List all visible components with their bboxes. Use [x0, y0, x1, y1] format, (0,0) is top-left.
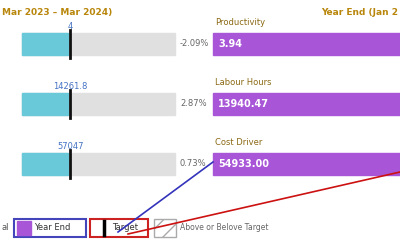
Text: 54933.00: 54933.00: [218, 159, 269, 169]
Text: 13940.47: 13940.47: [218, 99, 269, 109]
Bar: [154, 219, 176, 237]
Bar: [213, 93, 400, 115]
Bar: [22, 93, 68, 115]
Bar: [22, 33, 175, 55]
Text: Mar 2023 – Mar 2024): Mar 2023 – Mar 2024): [2, 8, 112, 17]
Text: Cost Driver: Cost Driver: [215, 138, 262, 147]
Text: 3.94: 3.94: [218, 39, 242, 49]
Text: al: al: [2, 224, 10, 232]
Bar: [22, 153, 175, 175]
Text: 57047: 57047: [57, 142, 84, 151]
Bar: [22, 153, 68, 175]
Text: 4: 4: [68, 22, 73, 31]
Text: -2.09%: -2.09%: [180, 40, 209, 48]
Bar: [22, 33, 68, 55]
Text: Target: Target: [112, 224, 138, 232]
Text: Productivity: Productivity: [215, 18, 265, 27]
Text: 14261.8: 14261.8: [53, 82, 87, 91]
Text: 0.73%: 0.73%: [180, 160, 207, 168]
Bar: [213, 33, 400, 55]
Bar: [17, 221, 31, 235]
Text: Year End (Jan 2: Year End (Jan 2: [321, 8, 398, 17]
Text: 2.87%: 2.87%: [180, 100, 207, 108]
Text: Labour Hours: Labour Hours: [215, 78, 272, 87]
Text: Year End: Year End: [34, 224, 70, 232]
Bar: [22, 93, 175, 115]
Bar: [14, 219, 86, 237]
Bar: [90, 219, 148, 237]
Text: Above or Belove Target: Above or Belove Target: [180, 224, 268, 232]
Bar: [213, 153, 400, 175]
